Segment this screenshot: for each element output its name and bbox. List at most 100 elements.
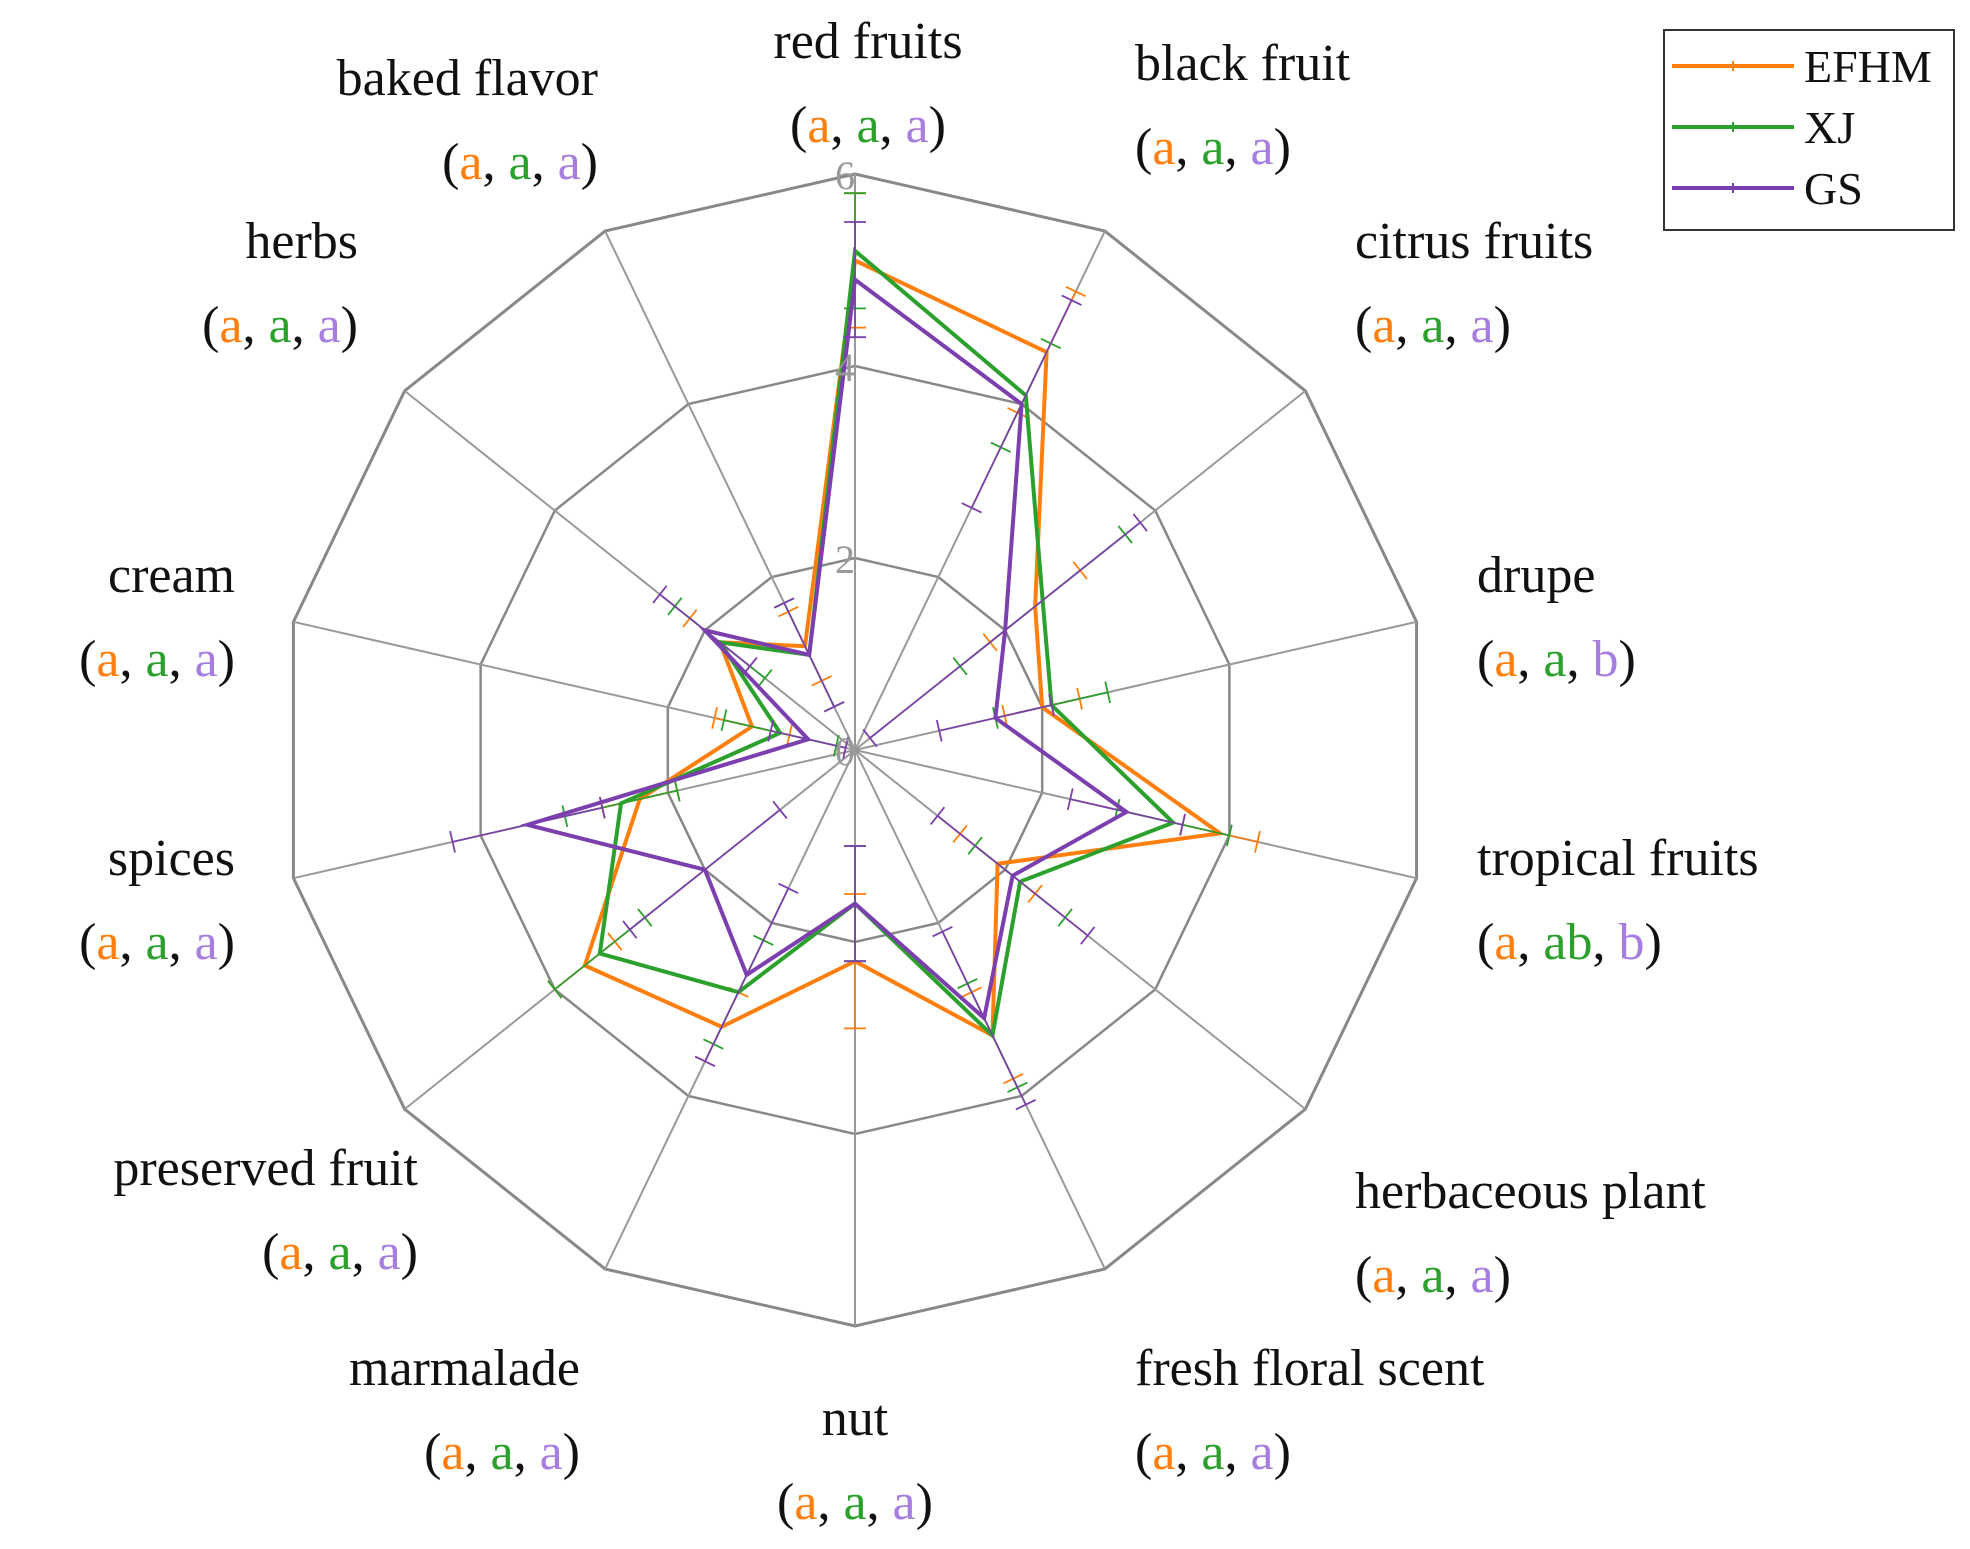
error-cap-1-12-0 — [757, 669, 773, 688]
significance-punct: , — [514, 1424, 540, 1481]
significance-letter: a — [1471, 297, 1494, 354]
axis-significance-3: (a, a, b) — [1477, 631, 1636, 688]
error-cap-2-10-0 — [598, 796, 606, 819]
axis-label-10: spices — [108, 830, 235, 887]
error-cap-2-3-1 — [1048, 694, 1055, 717]
significance-punct: ( — [1135, 1424, 1152, 1481]
significance-punct: ( — [262, 1224, 279, 1281]
significance-letter: a — [378, 1224, 401, 1281]
significance-punct: , — [242, 297, 268, 354]
significance-letter: a — [145, 914, 168, 971]
radar-series — [449, 192, 1261, 1111]
significance-letter: a — [540, 1424, 563, 1481]
error-cap-2-4-1 — [1179, 813, 1186, 836]
significance-letter: a — [1251, 119, 1274, 176]
significance-punct: , — [352, 1224, 378, 1281]
significance-letter: a — [508, 134, 531, 191]
error-bar-2-8 — [704, 888, 790, 1062]
error-cap-2-2-1 — [1132, 513, 1148, 532]
significance-letter: a — [843, 1474, 866, 1531]
significance-letter: a — [490, 1424, 513, 1481]
significance-letter: a — [96, 914, 119, 971]
significance-letter: a — [1543, 631, 1566, 688]
significance-punct: , — [1175, 1424, 1201, 1481]
error-cap-2-12-1 — [652, 585, 668, 604]
error-bar-2-9 — [629, 809, 781, 931]
significance-punct: ) — [581, 134, 598, 191]
error-cap-2-8-1 — [694, 1055, 716, 1067]
significance-punct: , — [1225, 1424, 1251, 1481]
error-cap-2-2-0 — [862, 728, 878, 748]
r-tick-label-2: 4 — [835, 345, 855, 390]
significance-punct: , — [880, 97, 906, 154]
radar-ticks: 0 2 4 6 — [835, 153, 855, 774]
error-cap-2-3-0 — [935, 719, 943, 742]
significance-letter: a — [893, 1474, 916, 1531]
significance-punct: , — [1593, 914, 1619, 971]
axis-label-4: tropical fruits — [1477, 830, 1759, 887]
legend-label-1: XJ — [1804, 102, 1855, 153]
significance-punct: , — [169, 631, 195, 688]
significance-letter: a — [1251, 1424, 1274, 1481]
legend-box — [1663, 29, 1955, 231]
axis-significance-9: (a, a, a) — [262, 1224, 418, 1281]
significance-punct: , — [292, 297, 318, 354]
r-tick-label-0: 0 — [835, 729, 855, 774]
significance-punct: , — [1567, 631, 1593, 688]
significance-letter: a — [268, 297, 291, 354]
axis-label-13: baked flavor — [337, 50, 598, 107]
legend-label-0: EFHM — [1804, 41, 1932, 92]
error-cap-2-9-0 — [772, 800, 788, 820]
significance-letter: a — [906, 97, 929, 154]
significance-punct: ) — [1274, 1424, 1291, 1481]
significance-letter: a — [1421, 297, 1444, 354]
significance-letter: a — [279, 1224, 302, 1281]
significance-punct: , — [1445, 297, 1471, 354]
error-cap-2-6-1 — [1015, 1099, 1037, 1111]
r-tick-label-1: 2 — [835, 537, 855, 582]
error-cap-2-11-1 — [767, 719, 775, 742]
significance-punct: , — [532, 134, 558, 191]
series-line-1 — [597, 246, 1177, 1040]
significance-letter: a — [195, 914, 218, 971]
axis-label-0: red fruits — [773, 13, 962, 70]
significance-punct: , — [1175, 119, 1201, 176]
significance-letter: b — [1593, 631, 1619, 688]
significance-punct: , — [867, 1474, 893, 1531]
significance-letter: a — [195, 631, 218, 688]
significance-punct: , — [119, 914, 145, 971]
significance-punct: ) — [401, 1224, 418, 1281]
error-cap-2-5-1 — [1080, 926, 1096, 945]
error-bar-2-6 — [941, 931, 1027, 1105]
significance-punct: ( — [777, 1474, 794, 1531]
significance-punct: ) — [916, 1474, 933, 1531]
significance-letter: a — [1201, 1424, 1224, 1481]
error-cap-0-1-1 — [1065, 286, 1087, 298]
error-cap-2-8-0 — [778, 882, 799, 894]
error-bar-2-5 — [937, 815, 1089, 937]
error-cap-1-11-1 — [720, 709, 728, 732]
error-bar-2-11 — [770, 729, 846, 749]
significance-punct: ) — [1619, 631, 1636, 688]
significance-letter: a — [1372, 297, 1395, 354]
significance-punct: , — [817, 1474, 843, 1531]
significance-punct: ) — [218, 914, 235, 971]
significance-punct: ( — [79, 631, 96, 688]
significance-letter: a — [145, 631, 168, 688]
error-cap-2-10-1 — [449, 830, 456, 853]
grid-spoke-12 — [404, 390, 856, 751]
error-bar-2-10 — [452, 806, 603, 843]
axis-label-11: cream — [108, 547, 235, 604]
error-cap-2-5-0 — [929, 806, 946, 826]
axis-label-5: herbaceous plant — [1355, 1163, 1706, 1220]
legend-label-2: GS — [1804, 163, 1863, 214]
error-bar-2-2 — [869, 521, 1141, 739]
error-bar-2-3 — [939, 704, 1052, 732]
significance-letter: a — [1471, 1247, 1494, 1304]
axis-significance-1: (a, a, a) — [1135, 119, 1291, 176]
significance-letter: a — [807, 97, 830, 154]
error-cap-1-3-1 — [1104, 681, 1112, 704]
axis-label-9: preserved fruit — [113, 1140, 418, 1197]
error-cap-2-1-0 — [961, 502, 982, 514]
